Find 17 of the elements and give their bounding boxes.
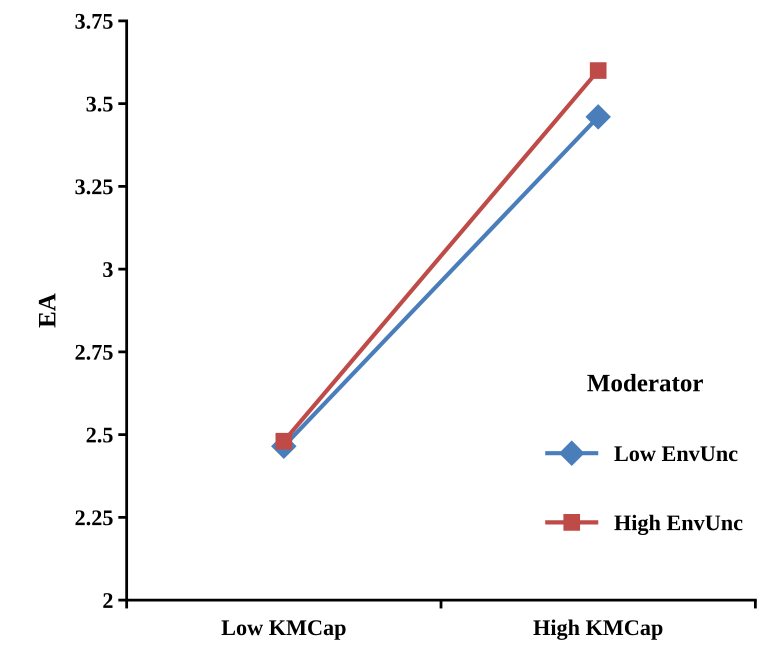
x-tick-label: High KMCap: [533, 620, 662, 640]
y-axis-title: EA: [38, 293, 56, 328]
y-tick-label: 2.75: [76, 344, 113, 360]
y-tick-label: 2.25: [76, 510, 113, 526]
y-tick-label: 2.5: [86, 428, 113, 443]
point: [276, 432, 292, 450]
legend-title: Moderator: [587, 374, 703, 392]
x-tick-label: Low KMCap: [222, 620, 346, 640]
point: [586, 104, 611, 130]
y-tick-label: 3.75: [75, 14, 113, 29]
legend-label: Low EnvUnc: [614, 446, 738, 462]
legend-label: High EnvUnc: [614, 514, 742, 536]
y-tick-label: 3: [103, 262, 113, 278]
y-tick-label: 2: [103, 593, 113, 608]
y-tick-label: 3.25: [75, 179, 113, 194]
y-tick-label: 3.5: [86, 96, 113, 112]
point: [590, 62, 607, 79]
